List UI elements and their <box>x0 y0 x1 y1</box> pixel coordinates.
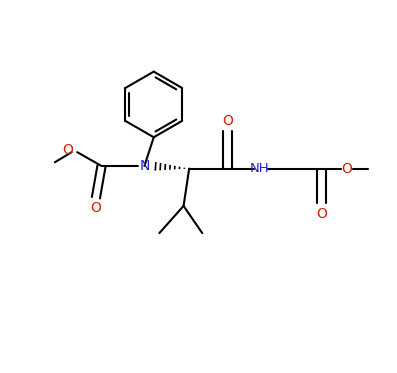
Text: O: O <box>316 207 327 221</box>
Text: N: N <box>139 159 150 173</box>
Text: O: O <box>91 201 101 215</box>
Text: O: O <box>222 114 233 128</box>
Text: O: O <box>341 162 353 176</box>
Text: O: O <box>62 143 73 157</box>
Text: NH: NH <box>250 162 270 175</box>
